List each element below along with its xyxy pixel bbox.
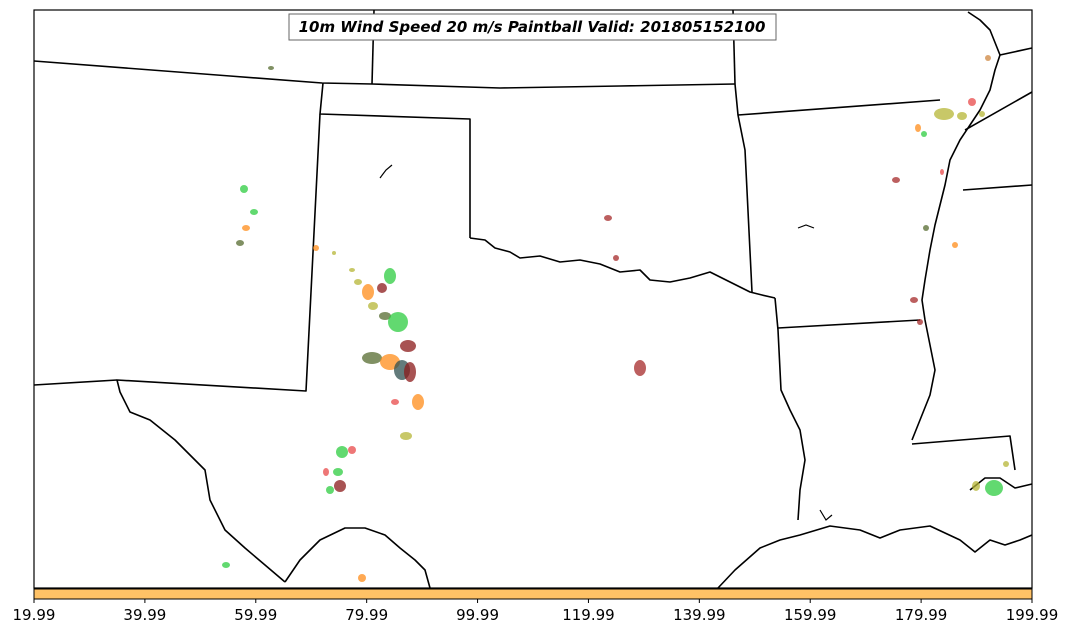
paintball-blob: [358, 574, 366, 582]
paintball-blob: [404, 362, 416, 382]
colorbar-tick-label: 159.99: [784, 606, 837, 624]
colorbar-tick-label: 19.99: [13, 606, 56, 624]
paintball-blob: [349, 268, 355, 272]
paintball-blob: [968, 98, 976, 106]
colorbar-tick-label: 179.99: [895, 606, 948, 624]
colorbar-tick-label: 39.99: [123, 606, 166, 624]
paintball-blob: [242, 225, 250, 231]
paintball-blob: [979, 111, 985, 117]
paintball-blob: [323, 468, 329, 476]
paintball-blob: [388, 312, 408, 332]
paintball-blob: [354, 279, 362, 285]
map-title: 10m Wind Speed 20 m/s Paintball Valid: 2…: [299, 18, 766, 36]
paintball-blob: [915, 124, 921, 132]
paintball-blob: [412, 394, 424, 410]
paintball-blob: [268, 66, 274, 70]
paintball-blob: [604, 215, 612, 221]
map-frame: [33, 9, 1033, 589]
paintball-blob: [384, 268, 396, 284]
paintball-blob: [313, 245, 319, 251]
colorbar-tick-label: 59.99: [234, 606, 277, 624]
paintball-blob: [379, 312, 391, 320]
colorbar-tick-label: 79.99: [345, 606, 388, 624]
paintball-blob: [377, 283, 387, 293]
paintball-blob: [892, 177, 900, 183]
colorbar: [33, 588, 1033, 600]
paintball-blob: [400, 340, 416, 352]
colorbar-tick-label: 139.99: [673, 606, 726, 624]
colorbar-ticks: 19.99 39.99 59.99 79.99 99.99 119.99 139.99 159…: [13, 599, 1059, 624]
paintball-blob: [362, 284, 374, 300]
paintball-blob: [400, 432, 412, 440]
paintball-blob: [985, 55, 991, 61]
map-title-box: 10m Wind Speed 20 m/s Paintball Valid: 2…: [288, 13, 777, 41]
paintball-blob: [910, 297, 918, 303]
paintball-blob: [613, 255, 619, 261]
paintball-blob: [333, 468, 343, 476]
paintball-blob: [957, 112, 967, 120]
paintball-blob: [334, 480, 346, 492]
paintball-blob: [332, 251, 336, 255]
paintball-blob: [1003, 461, 1009, 467]
paintball-blob: [240, 185, 248, 193]
paintball-blob: [391, 399, 399, 405]
paintball-blob: [923, 225, 929, 231]
paintball-blob: [250, 209, 258, 215]
paintball-blob: [972, 481, 980, 491]
paintball-blob: [236, 240, 244, 246]
state-boundaries: [33, 9, 1033, 589]
colorbar-tick-label: 199.99: [1006, 606, 1059, 624]
paintball-blob: [917, 319, 923, 325]
colorbar-tick-label: 119.99: [562, 606, 615, 624]
paintball-blob: [634, 360, 646, 376]
paintball-blobs: [222, 55, 1009, 582]
paintball-blob: [348, 446, 356, 454]
paintball-blob: [921, 131, 927, 137]
paintball-blob: [940, 169, 944, 175]
paintball-blob: [985, 480, 1003, 496]
paintball-blob: [222, 562, 230, 568]
paintball-blob: [336, 446, 348, 458]
colorbar-tick-label: 99.99: [456, 606, 499, 624]
paintball-blob: [934, 108, 954, 120]
paintball-blob: [368, 302, 378, 310]
paintball-blob: [326, 486, 334, 494]
paintball-blob: [952, 242, 958, 248]
paintball-blob: [362, 352, 382, 364]
lakes: [379, 164, 833, 521]
